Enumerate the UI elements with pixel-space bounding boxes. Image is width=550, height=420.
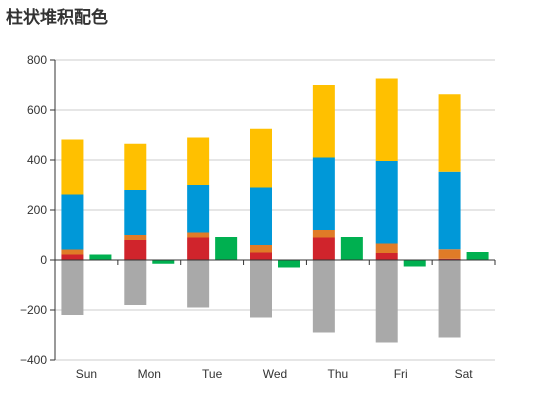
- bar-main-4: [187, 260, 210, 308]
- bar-side-0: [152, 260, 175, 264]
- axes: [50, 59, 496, 361]
- bar-main-0: [375, 253, 398, 260]
- bar-main-0: [250, 252, 272, 260]
- bar-main-2: [312, 157, 335, 230]
- bar-main-0: [61, 254, 84, 260]
- bar-main-2: [61, 194, 84, 250]
- bar-main-2: [250, 187, 272, 245]
- y-tick-label: −200: [20, 303, 47, 317]
- bars: [61, 78, 489, 343]
- bar-main-1: [250, 245, 272, 253]
- x-tick-label: Mon: [138, 367, 161, 381]
- bar-main-2: [187, 185, 210, 233]
- bar-main-1: [375, 243, 398, 253]
- bar-main-4: [250, 260, 272, 318]
- bar-main-3: [375, 78, 398, 161]
- y-tick-label: −400: [20, 353, 47, 367]
- bar-main-3: [250, 128, 272, 188]
- bar-main-3: [124, 143, 147, 190]
- bar-main-2: [124, 190, 147, 235]
- bar-side-0: [403, 260, 426, 267]
- x-tick-label: Tue: [202, 367, 223, 381]
- bar-main-1: [312, 230, 335, 238]
- bar-side-0: [340, 237, 363, 260]
- bar-main-0: [187, 237, 210, 260]
- gridlines: [55, 59, 495, 361]
- bar-main-3: [61, 139, 84, 195]
- x-tick-label: Wed: [263, 367, 287, 381]
- bar-main-3: [187, 137, 210, 185]
- bar-main-4: [438, 260, 461, 338]
- bar-main-1: [61, 249, 84, 255]
- bar-main-4: [61, 260, 84, 315]
- bar-side-0: [278, 260, 300, 268]
- tick-labels: −400 −200 0 200 400 600 800 Sun Mon Tue Wed Thu Fri S…: [20, 53, 473, 381]
- x-tick-label: Fri: [394, 367, 408, 381]
- bar-main-4: [124, 260, 147, 305]
- bar-main-1: [124, 235, 147, 240]
- bar-main-0: [312, 237, 335, 260]
- x-tick-label: Sun: [76, 367, 97, 381]
- y-tick-label: 400: [27, 153, 47, 167]
- y-tick-label: 600: [27, 103, 47, 117]
- bar-main-4: [375, 260, 398, 343]
- bar-side-0: [215, 237, 238, 260]
- x-tick-label: Thu: [328, 367, 349, 381]
- bar-main-4: [312, 260, 335, 333]
- bar-main-0: [124, 240, 147, 260]
- bar-main-2: [375, 161, 398, 244]
- y-tick-label: 800: [27, 53, 47, 67]
- x-tick-label: Sat: [455, 367, 474, 381]
- bar-main-2: [438, 171, 461, 250]
- y-tick-label: 200: [27, 203, 47, 217]
- bar-main-1: [187, 232, 210, 238]
- bar-side-0: [89, 254, 112, 260]
- bar-main-3: [312, 85, 335, 158]
- chart-title: 柱状堆积配色: [6, 8, 108, 28]
- bar-side-0: [466, 252, 489, 260]
- bar-main-1: [438, 249, 461, 259]
- y-tick-label: 0: [40, 253, 47, 267]
- bar-main-0: [438, 258, 461, 260]
- bar-main-3: [438, 94, 461, 172]
